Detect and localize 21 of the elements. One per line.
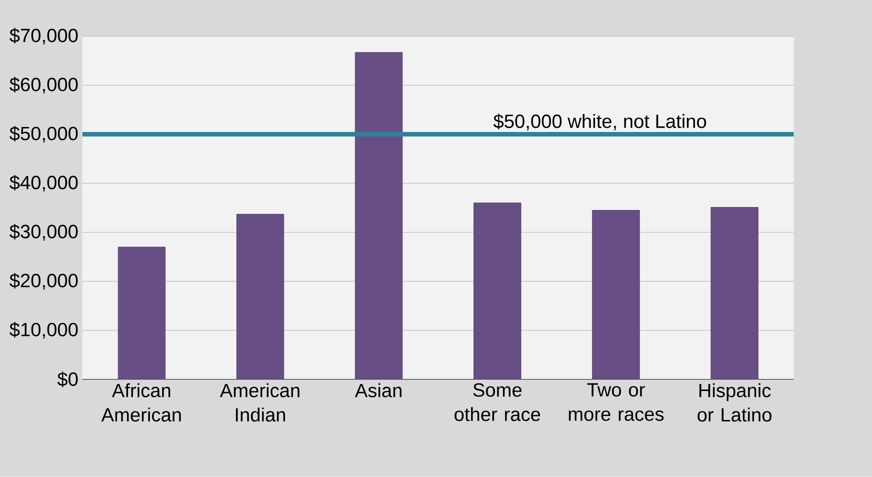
x-tick-label: Hispanic or Latino <box>698 383 772 422</box>
x-tick-label: Two or more races <box>568 383 664 421</box>
y-tick-label: $60,000 <box>10 76 78 94</box>
y-tick-label: $0 <box>57 372 78 388</box>
x-tick-label: Some other race <box>454 383 540 422</box>
x-tick-label: African American <box>101 383 181 422</box>
bar <box>236 214 284 380</box>
y-tick-label: $70,000 <box>10 28 78 45</box>
y-tick-label: $10,000 <box>10 322 78 339</box>
bar <box>118 246 166 380</box>
x-tick-label: American Indian <box>220 383 300 422</box>
ref-line-label: $50,000 white, not Latino <box>493 114 706 130</box>
bar <box>474 202 522 380</box>
bar <box>710 207 758 380</box>
bar <box>354 52 403 380</box>
bar <box>592 210 640 380</box>
y-tick-label: $30,000 <box>10 224 78 241</box>
y-tick-label: $20,000 <box>10 273 78 290</box>
y-tick-label: $40,000 <box>10 174 78 192</box>
x-tick-label: Asian <box>354 383 402 398</box>
y-tick-label: $50,000 <box>10 126 78 143</box>
